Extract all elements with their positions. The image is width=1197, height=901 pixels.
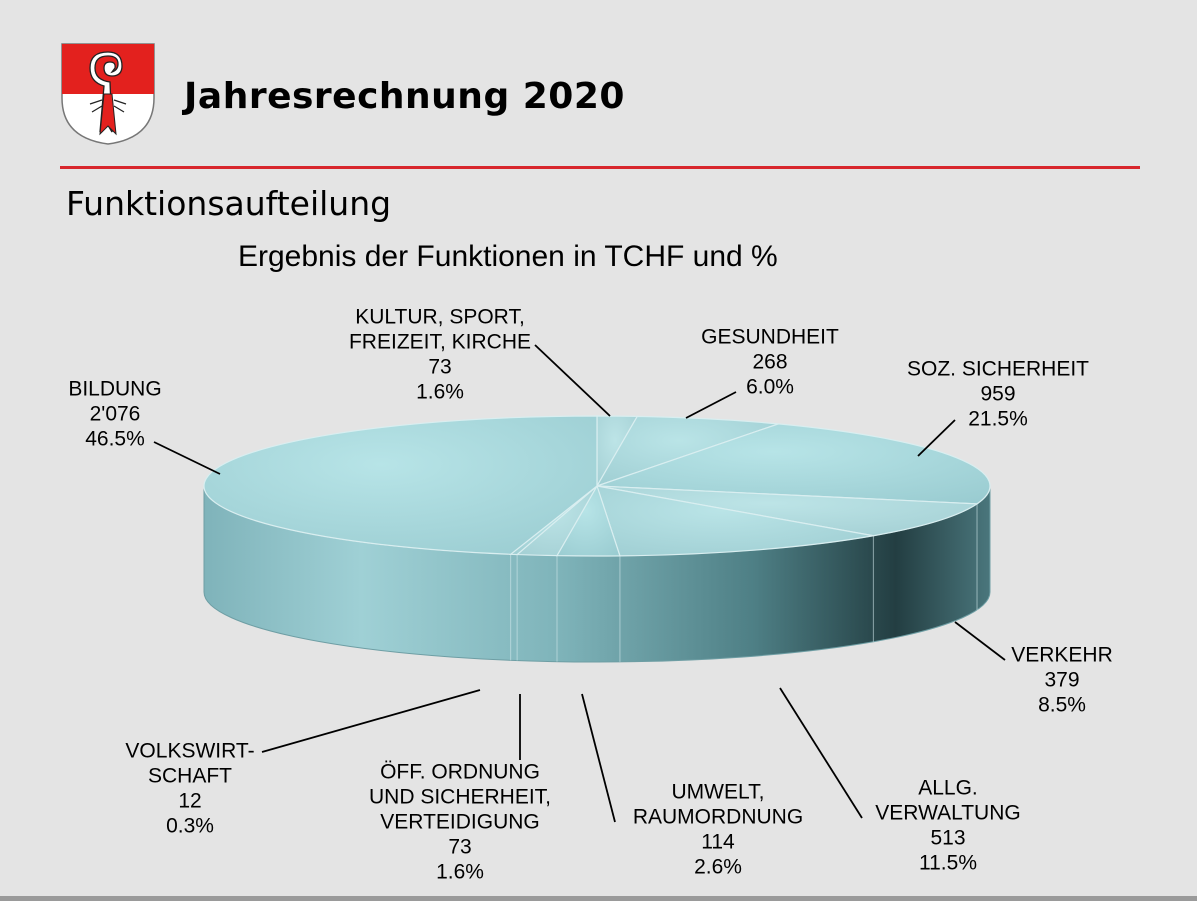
slice-value: 12 bbox=[178, 790, 201, 813]
leader-line bbox=[917, 419, 956, 457]
leader-line bbox=[685, 391, 737, 419]
pie-slice bbox=[596, 485, 979, 537]
pie-slice bbox=[596, 423, 991, 505]
slice-value: 73 bbox=[448, 836, 471, 859]
slice-label: GESUNDHEIT bbox=[701, 326, 839, 349]
slice-percent: 0.3% bbox=[166, 815, 214, 838]
slice-value: 268 bbox=[752, 351, 787, 374]
slice-percent: 11.5% bbox=[919, 852, 977, 875]
slice-label: SCHAFT bbox=[148, 765, 232, 788]
slice-percent: 46.5% bbox=[85, 428, 145, 451]
slice-value: 513 bbox=[930, 827, 965, 850]
slice-percent: 1.6% bbox=[436, 861, 484, 884]
slice-percent: 6.0% bbox=[746, 376, 794, 399]
slice-percent: 8.5% bbox=[1038, 694, 1086, 717]
leader-line bbox=[534, 344, 611, 417]
slice-percent: 2.6% bbox=[694, 856, 742, 879]
chart-title: Ergebnis der Funktionen in TCHF und % bbox=[238, 240, 778, 273]
bottom-border bbox=[0, 896, 1197, 901]
slice-label: ALLG. bbox=[918, 777, 978, 800]
pie-layer bbox=[203, 415, 991, 663]
slice-label: RAUMORDNUNG bbox=[633, 806, 803, 829]
slice-value: 379 bbox=[1044, 669, 1079, 692]
slice-label: UND SICHERHEIT, bbox=[369, 786, 551, 809]
slice-percent: 21.5% bbox=[968, 408, 1028, 431]
slice-labels: KULTUR, SPORT,FREIZEIT, KIRCHE731.6%GESU… bbox=[68, 306, 1112, 884]
page-title: Jahresrechnung 2020 bbox=[184, 76, 625, 117]
slice-label: ÖFF. ORDNUNG bbox=[380, 761, 540, 784]
slice-value: 73 bbox=[428, 356, 451, 379]
slice-label: VERTEIDIGUNG bbox=[380, 811, 539, 834]
red-divider bbox=[60, 166, 1140, 169]
leader-line bbox=[153, 441, 221, 475]
slice-value: 959 bbox=[980, 383, 1015, 406]
section-title: Funktionsaufteilung bbox=[66, 184, 392, 223]
leader-line bbox=[581, 693, 616, 823]
pie-slice bbox=[596, 485, 874, 557]
slice-label: VERKEHR bbox=[1011, 644, 1113, 667]
slice-label: BILDUNG bbox=[68, 378, 161, 401]
leader-line bbox=[954, 621, 1006, 661]
slice-percent: 1.6% bbox=[416, 381, 464, 404]
pie-slice bbox=[203, 415, 598, 555]
basel-landschaft-crest-logo bbox=[61, 43, 155, 145]
slice-label: SOZ. SICHERHEIT bbox=[907, 358, 1089, 381]
slice-label: UMWELT, bbox=[672, 781, 765, 804]
slice-value: 114 bbox=[701, 831, 735, 854]
slice-value: 2'076 bbox=[90, 403, 141, 426]
leader-line bbox=[261, 689, 481, 753]
pie-slice bbox=[595, 415, 779, 488]
slice-label: VOLKSWIRT- bbox=[125, 740, 254, 763]
leader-line bbox=[779, 687, 863, 819]
slice-label: FREIZEIT, KIRCHE bbox=[349, 331, 531, 354]
slice-label: VERWALTUNG bbox=[875, 802, 1020, 825]
slice-label: KULTUR, SPORT, bbox=[355, 306, 525, 329]
